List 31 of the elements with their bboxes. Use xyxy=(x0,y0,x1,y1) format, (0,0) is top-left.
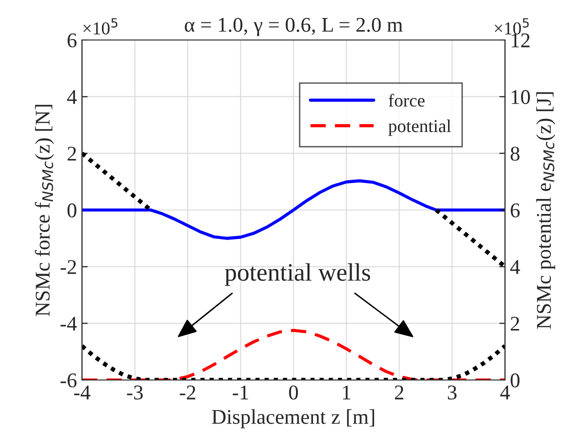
x-tick-label: 3 xyxy=(448,386,457,400)
x-tick-label: 1 xyxy=(343,386,350,400)
y-tick-label: -4 xyxy=(60,316,77,331)
line-series xyxy=(82,179,505,240)
y-tick-label: 6 xyxy=(68,33,77,48)
x-tick-label: 4 xyxy=(500,386,510,400)
y2-tick-label: 0 xyxy=(510,373,520,388)
y2-tick-label: 12 xyxy=(512,33,530,48)
x-tick-label: -3 xyxy=(126,386,143,400)
y2-tick-label: 2 xyxy=(510,316,520,331)
y2-tick-label: 8 xyxy=(510,146,520,161)
y2-tick-label: 10 xyxy=(512,90,530,104)
y2-axis-title: NSMc potential e$_{NSMc}$(z) [J] xyxy=(536,92,556,329)
y-tick-label: -6 xyxy=(60,373,77,388)
y2-tick-label: 4 xyxy=(510,260,520,274)
y-tick-label: 2 xyxy=(68,146,76,161)
x-axis-title: Displacement z [m] xyxy=(212,409,374,428)
y-tick-label: 4 xyxy=(67,90,77,104)
y2-tick-label: 6 xyxy=(510,203,520,218)
annotation: potential wells xyxy=(224,263,370,286)
text: ×10$^{5}$ xyxy=(83,18,118,35)
x-tick-label: -2 xyxy=(180,386,196,400)
x-tick-label: 0 xyxy=(289,385,298,400)
y-axis-title: NSMc force f$_{NSMc}$(z) [N] xyxy=(34,104,54,316)
x-tick-label: 2 xyxy=(394,386,404,400)
legend-label: force xyxy=(388,94,425,107)
y-tick-label: 0 xyxy=(68,203,76,218)
x-tick-label: -1 xyxy=(232,386,248,400)
y-tick-label: -2 xyxy=(60,260,76,274)
chart-title: α = 1.0, γ = 0.6, L = 2.0 m xyxy=(184,18,403,36)
legend-label: potential xyxy=(388,119,451,136)
